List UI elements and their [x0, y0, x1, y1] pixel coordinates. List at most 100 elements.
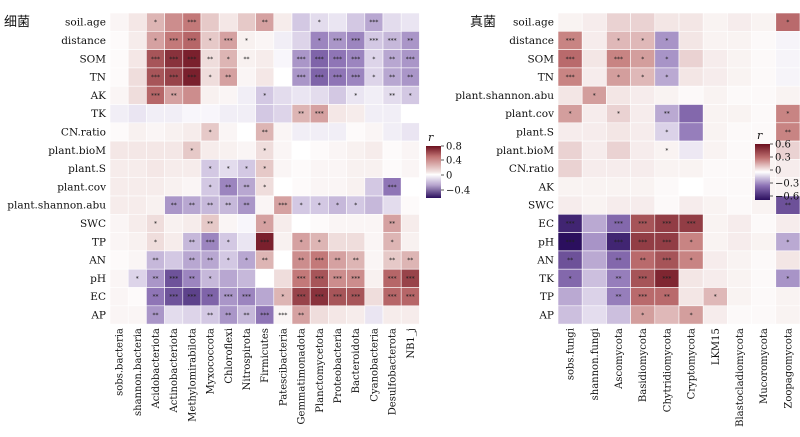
significance-mark: ***	[369, 37, 378, 44]
significance-mark: *	[318, 239, 321, 246]
significance-mark: ***	[260, 312, 269, 319]
significance-mark: ***	[169, 294, 178, 301]
significance-mark: ***	[687, 220, 696, 227]
heatmap-cell	[237, 214, 256, 233]
significance-mark: *	[318, 19, 321, 26]
column-label: Nitrospirota	[242, 328, 253, 390]
significance-mark: *	[569, 111, 572, 118]
significance-mark: *	[263, 184, 266, 191]
heatmap-cell	[702, 195, 728, 215]
heatmap-cell	[581, 214, 607, 233]
heatmap-cell	[678, 12, 704, 32]
heatmap-cell	[291, 159, 311, 178]
heatmap-cell	[751, 12, 777, 32]
legend-tick-label: 0	[775, 166, 781, 177]
heatmap-cell	[346, 12, 366, 32]
heatmap-cell	[127, 159, 147, 178]
heatmap-cell	[654, 177, 680, 197]
column-label: Chloroflexi	[224, 328, 235, 384]
significance-mark: **	[153, 257, 159, 264]
column-label: Proteobacteria	[333, 328, 344, 403]
heatmap-cell	[751, 30, 777, 50]
significance-mark: **	[207, 220, 213, 227]
heatmap-cell	[775, 30, 800, 50]
row-label: TN	[538, 72, 554, 84]
legend-tick-label: −0.4	[446, 186, 470, 197]
heatmap-cell	[309, 140, 329, 160]
heatmap-cell	[702, 85, 728, 105]
significance-mark: *	[209, 37, 212, 44]
heatmap-cell	[581, 49, 607, 69]
significance-mark: ***	[278, 202, 287, 209]
significance-mark: **	[664, 294, 670, 301]
heatmap-cell	[382, 140, 402, 160]
significance-mark: *	[665, 37, 668, 44]
heatmap-cell	[218, 122, 238, 142]
significance-mark: ***	[333, 275, 342, 282]
significance-mark: **	[785, 202, 791, 209]
significance-mark: *	[227, 56, 230, 63]
heatmap-cell	[182, 214, 202, 233]
heatmap-cell	[678, 30, 704, 50]
heatmap-cell	[127, 232, 147, 252]
significance-mark: ***	[662, 239, 671, 246]
heatmap-cell	[751, 85, 777, 105]
significance-mark: **	[189, 257, 195, 264]
significance-mark: **	[262, 19, 268, 26]
row-label: pH	[90, 273, 106, 285]
significance-mark: *	[154, 220, 157, 227]
significance-mark: *	[227, 239, 230, 246]
significance-mark: ***	[638, 239, 647, 246]
heatmap-cell	[127, 177, 147, 197]
heatmap-cell	[557, 159, 583, 178]
significance-mark: *	[263, 220, 266, 227]
heatmap-title: 细菌	[4, 15, 30, 30]
heatmap-cell	[273, 104, 293, 124]
heatmap-cell	[109, 159, 129, 178]
significance-mark: *	[154, 37, 157, 44]
heatmap-cell	[364, 214, 384, 233]
significance-mark: *	[227, 166, 230, 173]
significance-mark: ***	[315, 111, 324, 118]
significance-mark: **	[389, 74, 395, 81]
heatmap-cell	[218, 85, 238, 105]
significance-mark: ***	[260, 239, 269, 246]
significance-mark: ***	[224, 294, 233, 301]
heatmap-cell	[273, 140, 293, 160]
heatmap-cell	[654, 85, 680, 105]
significance-mark: *	[641, 312, 644, 319]
heatmap-cell	[164, 177, 184, 197]
heatmap-cell	[273, 250, 293, 270]
column-label: shannon.fungi	[590, 328, 601, 400]
column-label: sobs.fungi	[566, 328, 577, 380]
heatmap-cell	[581, 104, 607, 124]
column-label: Chytridiomycota	[662, 328, 673, 412]
bacteria-heatmap: 细菌 * *** ** * **** *** *** * *** * * *** *** *** *** ***…	[4, 12, 470, 424]
fungi-heatmap: 真菌 **** * * **** *** * **** * * *** * ** ** ******** **…	[455, 12, 800, 427]
significance-mark: ***	[662, 257, 671, 264]
heatmap-cell	[727, 12, 752, 32]
significance-mark: *	[372, 56, 375, 63]
heatmap-cell	[364, 287, 384, 307]
heatmap-cell	[182, 177, 202, 197]
heatmap-cell	[146, 195, 165, 215]
heatmap-cell	[164, 122, 184, 142]
significance-mark: *	[336, 202, 339, 209]
significance-mark: **	[389, 56, 395, 63]
significance-mark: *	[665, 56, 668, 63]
heatmap-cell	[400, 177, 420, 197]
heatmap-cell	[273, 67, 293, 87]
heatmap-cell	[237, 122, 256, 142]
heatmap-cell	[328, 104, 347, 124]
heatmap-cell	[581, 122, 607, 142]
heatmap-cell	[200, 12, 220, 32]
significance-mark: **	[353, 257, 359, 264]
significance-mark: *	[391, 239, 394, 246]
row-label: EC	[90, 291, 106, 303]
heatmap-cell	[606, 122, 631, 142]
heatmap-cell	[727, 177, 752, 197]
heatmap-cell	[328, 232, 347, 252]
heatmap-cell	[678, 49, 704, 69]
significance-mark: *	[263, 166, 266, 173]
